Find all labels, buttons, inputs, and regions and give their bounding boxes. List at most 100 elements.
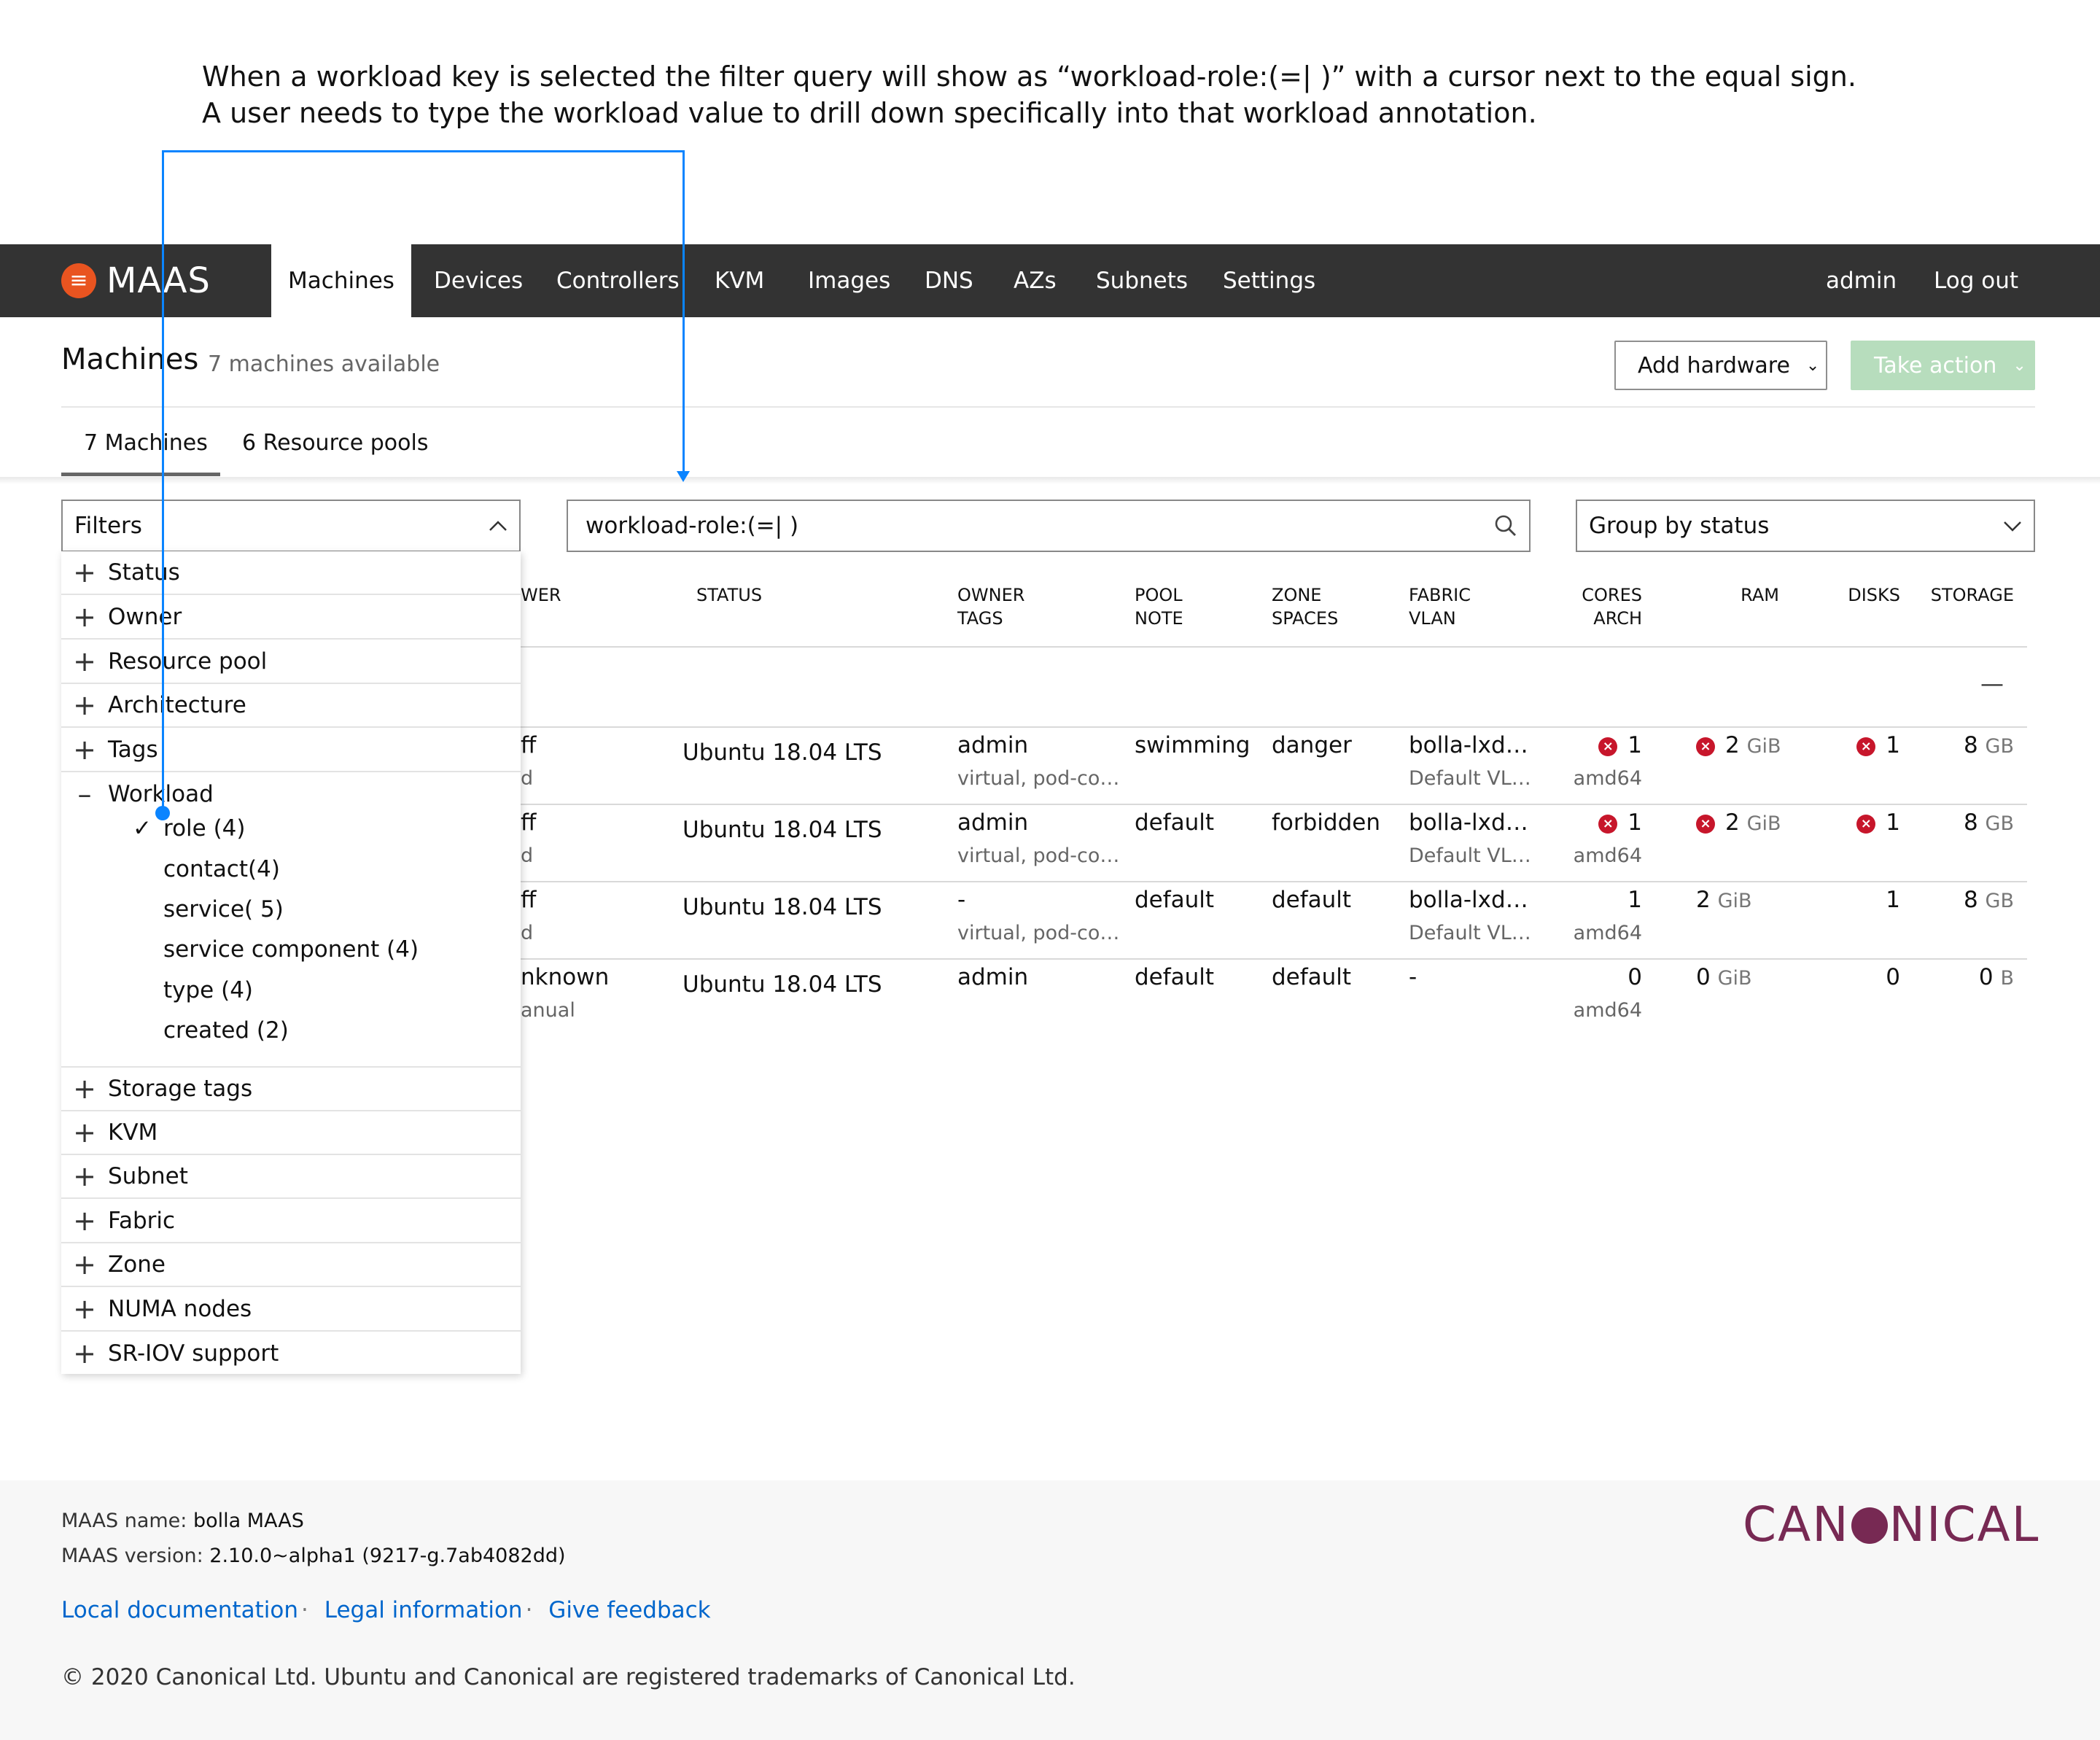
filter-sriov-support-label: SR-IOV support bbox=[108, 1340, 279, 1367]
col-arch-label: ARCH bbox=[1593, 608, 1642, 629]
col-owner-tags[interactable]: OWNER TAGS bbox=[957, 583, 1024, 630]
error-icon: × bbox=[1856, 814, 1876, 834]
col-spaces-label: SPACES bbox=[1272, 608, 1339, 629]
workload-option-service[interactable]: service( 5) bbox=[163, 896, 284, 923]
workload-divider bbox=[61, 1066, 521, 1068]
search-icon[interactable] bbox=[1494, 514, 1517, 537]
workload-option-contact[interactable]: contact(4) bbox=[163, 856, 280, 882]
annotation-dot bbox=[155, 806, 170, 820]
filter-status[interactable]: + Status bbox=[61, 551, 521, 595]
filter-kvm[interactable]: + KVM bbox=[61, 1111, 521, 1155]
ram-unit: GiB bbox=[1717, 890, 1752, 912]
fabric: bolla-lxd… bbox=[1409, 732, 1528, 758]
filter-owner[interactable]: + Owner bbox=[61, 596, 521, 640]
power-type: d bbox=[521, 767, 534, 790]
header-shadow bbox=[0, 477, 2100, 484]
col-zone-spaces[interactable]: ZONE SPACES bbox=[1272, 583, 1338, 630]
nav-machines[interactable]: Machines bbox=[271, 244, 411, 317]
group-by-label: Group by status bbox=[1589, 513, 1770, 539]
search-input[interactable]: workload-role:(=| ) bbox=[567, 500, 1531, 552]
filter-owner-label: Owner bbox=[108, 604, 182, 630]
col-fabric-label: FABRIC bbox=[1409, 585, 1471, 605]
tab-resource-pools[interactable]: 6 Resource pools bbox=[242, 430, 429, 456]
filter-fabric[interactable]: + Fabric bbox=[61, 1200, 521, 1243]
col-disks[interactable]: DISKS bbox=[1848, 585, 1900, 605]
annotation-line-2: A user needs to type the workload value … bbox=[202, 97, 1537, 129]
owner: - bbox=[957, 887, 966, 913]
workload-option-label: type (4) bbox=[163, 977, 254, 1003]
workload-option-type[interactable]: type (4) bbox=[163, 977, 253, 1003]
canonical-logo: CAN NICAL bbox=[1743, 1496, 2039, 1553]
workload-option-role[interactable]: ✓ role (4) bbox=[133, 815, 245, 842]
storage-unit: GB bbox=[1985, 812, 2014, 835]
link-separator: · bbox=[301, 1597, 308, 1623]
give-feedback-link[interactable]: Give feedback bbox=[548, 1597, 711, 1623]
pool: default bbox=[1135, 887, 1215, 913]
machine-status: Ubuntu 18.04 LTS bbox=[682, 894, 882, 920]
pool: default bbox=[1135, 809, 1215, 836]
tab-machines[interactable]: 7 Machines bbox=[84, 430, 208, 456]
disks: × 1 bbox=[1823, 809, 1900, 836]
nav-dns[interactable]: DNS bbox=[925, 268, 973, 294]
group-by-select[interactable]: Group by status bbox=[1576, 500, 2035, 552]
chevron-down-icon: ⌄ bbox=[2012, 356, 2026, 375]
nav-subnets[interactable]: Subnets bbox=[1096, 268, 1189, 294]
nav-user[interactable]: admin bbox=[1826, 268, 1897, 294]
filter-status-label: Status bbox=[108, 559, 180, 586]
nav-controllers[interactable]: Controllers bbox=[556, 268, 680, 294]
search-value: workload-role:(=| ) bbox=[586, 513, 799, 539]
nav-azs[interactable]: AZs bbox=[1014, 268, 1057, 294]
filter-architecture[interactable]: + Architecture bbox=[61, 684, 521, 728]
col-pool-note[interactable]: POOL NOTE bbox=[1135, 583, 1183, 630]
maas-logo[interactable]: ≡ MAAS bbox=[61, 244, 211, 317]
arch: amd64 bbox=[1573, 844, 1642, 867]
owner: admin bbox=[957, 964, 1029, 990]
workload-option-label: created (2) bbox=[163, 1017, 289, 1044]
table-header-divider bbox=[521, 646, 2027, 648]
filter-zone[interactable]: + Zone bbox=[61, 1243, 521, 1287]
add-hardware-button[interactable]: Add hardware ⌄ bbox=[1614, 341, 1827, 390]
workload-option-service-component[interactable]: service component (4) bbox=[163, 936, 419, 963]
nav-images[interactable]: Images bbox=[808, 268, 891, 294]
col-owner[interactable]: WER bbox=[521, 585, 561, 605]
nav-kvm[interactable]: KVM bbox=[715, 268, 765, 294]
filter-numa-nodes[interactable]: + NUMA nodes bbox=[61, 1288, 521, 1332]
active-tab-indicator bbox=[61, 473, 220, 476]
top-navbar: ≡ MAAS Machines Devices Controllers KVM … bbox=[0, 244, 2100, 317]
local-documentation-link[interactable]: Local documentation bbox=[61, 1597, 298, 1623]
filter-resource-pool-label: Resource pool bbox=[108, 648, 268, 675]
plus-icon: + bbox=[73, 645, 96, 677]
ram-unit: GiB bbox=[1746, 735, 1781, 758]
group-collapse-toggle[interactable]: — bbox=[1980, 669, 2004, 697]
ram-unit: GiB bbox=[1717, 967, 1752, 990]
filter-sriov-support[interactable]: + SR-IOV support bbox=[61, 1332, 521, 1375]
filter-resource-pool[interactable]: + Resource pool bbox=[61, 640, 521, 684]
filters-dropdown[interactable]: Filters bbox=[61, 500, 521, 552]
filter-subnet[interactable]: + Subnet bbox=[61, 1155, 521, 1199]
take-action-button[interactable]: Take action ⌄ bbox=[1851, 341, 2035, 390]
power-state: nknown bbox=[521, 964, 610, 990]
filter-storage-tags-label: Storage tags bbox=[108, 1076, 253, 1102]
col-storage[interactable]: STORAGE bbox=[1930, 585, 2014, 605]
filter-storage-tags[interactable]: + Storage tags bbox=[61, 1068, 521, 1111]
cores: × 1 bbox=[1560, 809, 1642, 836]
plus-icon: + bbox=[73, 1337, 96, 1370]
nav-settings[interactable]: Settings bbox=[1223, 268, 1316, 294]
col-fabric-vlan[interactable]: FABRIC VLAN bbox=[1409, 583, 1471, 630]
workload-option-created[interactable]: created (2) bbox=[163, 1017, 289, 1044]
footer-links: Local documentation · Legal information · … bbox=[61, 1597, 711, 1623]
zone: danger bbox=[1272, 732, 1352, 758]
fabric: bolla-lxd… bbox=[1409, 887, 1528, 913]
col-cores-arch[interactable]: CORES ARCH bbox=[1560, 583, 1642, 630]
storage: 0 B bbox=[1978, 964, 2014, 990]
filter-workload[interactable]: – Workload bbox=[61, 772, 521, 816]
nav-logout[interactable]: Log out bbox=[1934, 268, 2018, 294]
col-status[interactable]: STATUS bbox=[696, 585, 763, 605]
plus-icon: + bbox=[73, 601, 96, 633]
filter-tags[interactable]: + Tags bbox=[61, 729, 521, 772]
maas-name-value: bolla MAAS bbox=[192, 1510, 304, 1532]
nav-devices[interactable]: Devices bbox=[434, 268, 524, 294]
cores: 0 bbox=[1628, 964, 1642, 990]
legal-information-link[interactable]: Legal information bbox=[324, 1597, 523, 1623]
col-ram[interactable]: RAM bbox=[1741, 585, 1779, 605]
